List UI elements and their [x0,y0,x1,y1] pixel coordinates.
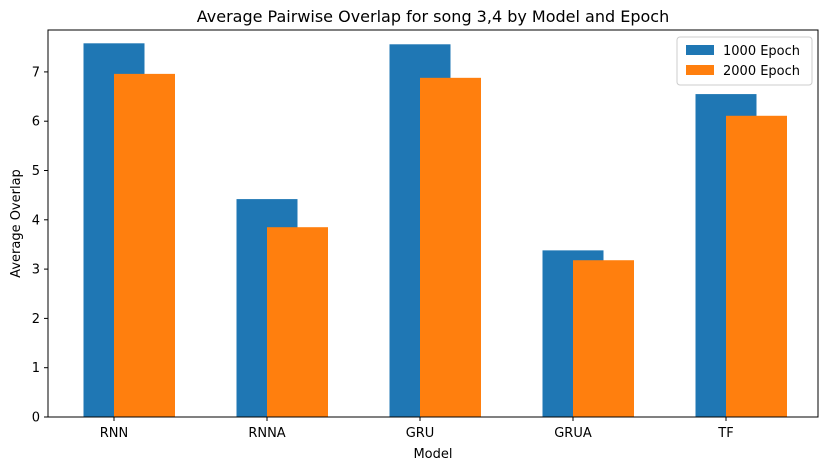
y-tick-label: 1 [32,361,40,376]
legend-swatch-1 [686,45,714,55]
y-tick-label: 6 [32,115,40,130]
x-tick-label-rnna: RNNA [248,426,285,441]
y-tick-label: 3 [32,263,40,278]
plot-frame [47,29,819,418]
x-tick-label-grua: GRUA [554,426,592,441]
y-axis: 0 1 2 3 4 5 6 7 [32,65,48,426]
y-tick-label: 5 [32,164,40,179]
bar-rnna-series-2 [267,227,328,417]
bar-grua-series-2 [573,260,634,417]
y-tick-label: 2 [32,312,40,327]
x-tick-label-gru: GRU [406,426,435,441]
x-axis: RNN RNNA GRU GRUA TF [100,417,734,441]
x-axis-label: Model [413,447,452,462]
x-tick-label-tf: TF [717,426,733,441]
bar-rnn-series-2 [114,73,175,417]
y-tick-label: 4 [32,213,40,228]
chart-title: Average Pairwise Overlap for song 3,4 by… [197,7,669,26]
x-tick-label-rnn: RNN [100,426,128,441]
legend-label-1: 1000 Epoch [723,44,800,59]
bar-gru-series-2 [420,77,481,418]
y-tick-label: 0 [32,411,40,426]
legend: 1000 Epoch 2000 Epoch [676,36,813,86]
legend-swatch-2 [686,65,714,75]
legend-label-2: 2000 Epoch [723,64,800,79]
y-axis-label: Average Overlap [9,169,24,278]
bars-group [83,43,787,418]
bar-tf-series-2 [726,115,787,418]
y-tick-label: 7 [32,65,40,80]
